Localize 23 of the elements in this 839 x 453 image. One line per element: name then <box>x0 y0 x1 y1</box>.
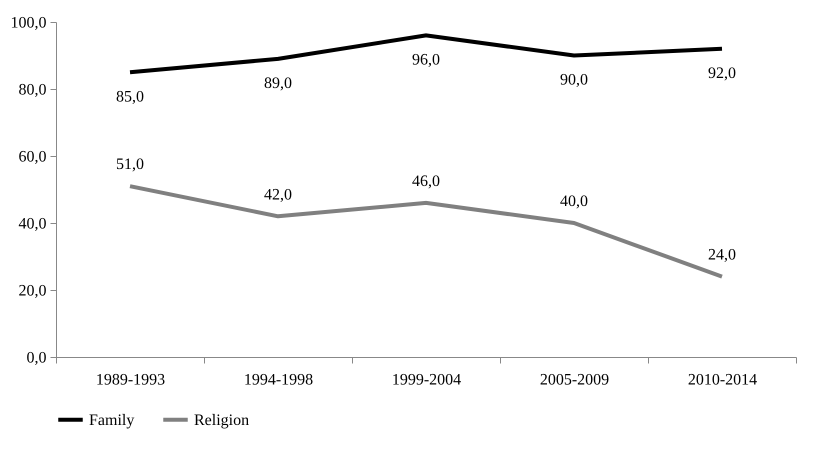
y-tick-label: 0,0 <box>26 350 46 366</box>
y-tick-label: 40,0 <box>18 216 46 232</box>
data-label: 24,0 <box>708 246 736 264</box>
data-label: 90,0 <box>560 72 588 88</box>
data-label: 92,0 <box>708 64 736 82</box>
y-tick-label: 60,0 <box>18 148 46 166</box>
y-tick-label: 80,0 <box>18 82 46 98</box>
data-label: 51,0 <box>116 156 144 174</box>
legend-label: Religion <box>194 412 250 429</box>
data-label: 85,0 <box>116 88 144 106</box>
x-tick-label: 2010-2014 <box>688 372 758 388</box>
data-label: 46,0 <box>412 172 440 190</box>
data-label: 40,0 <box>560 193 588 210</box>
y-tick-label: 100,0 <box>10 14 46 32</box>
x-tick-label: 2005-2009 <box>540 372 610 388</box>
x-tick-label: 1994-1998 <box>244 372 314 388</box>
x-tick-label: 1989-1993 <box>96 372 166 388</box>
data-label: 89,0 <box>264 74 292 92</box>
data-label: 42,0 <box>264 186 292 204</box>
x-tick-label: 1999-2004 <box>392 372 462 388</box>
legend-label: Family <box>89 412 134 429</box>
y-tick-label: 20,0 <box>18 282 46 300</box>
data-label: 96,0 <box>412 51 440 68</box>
